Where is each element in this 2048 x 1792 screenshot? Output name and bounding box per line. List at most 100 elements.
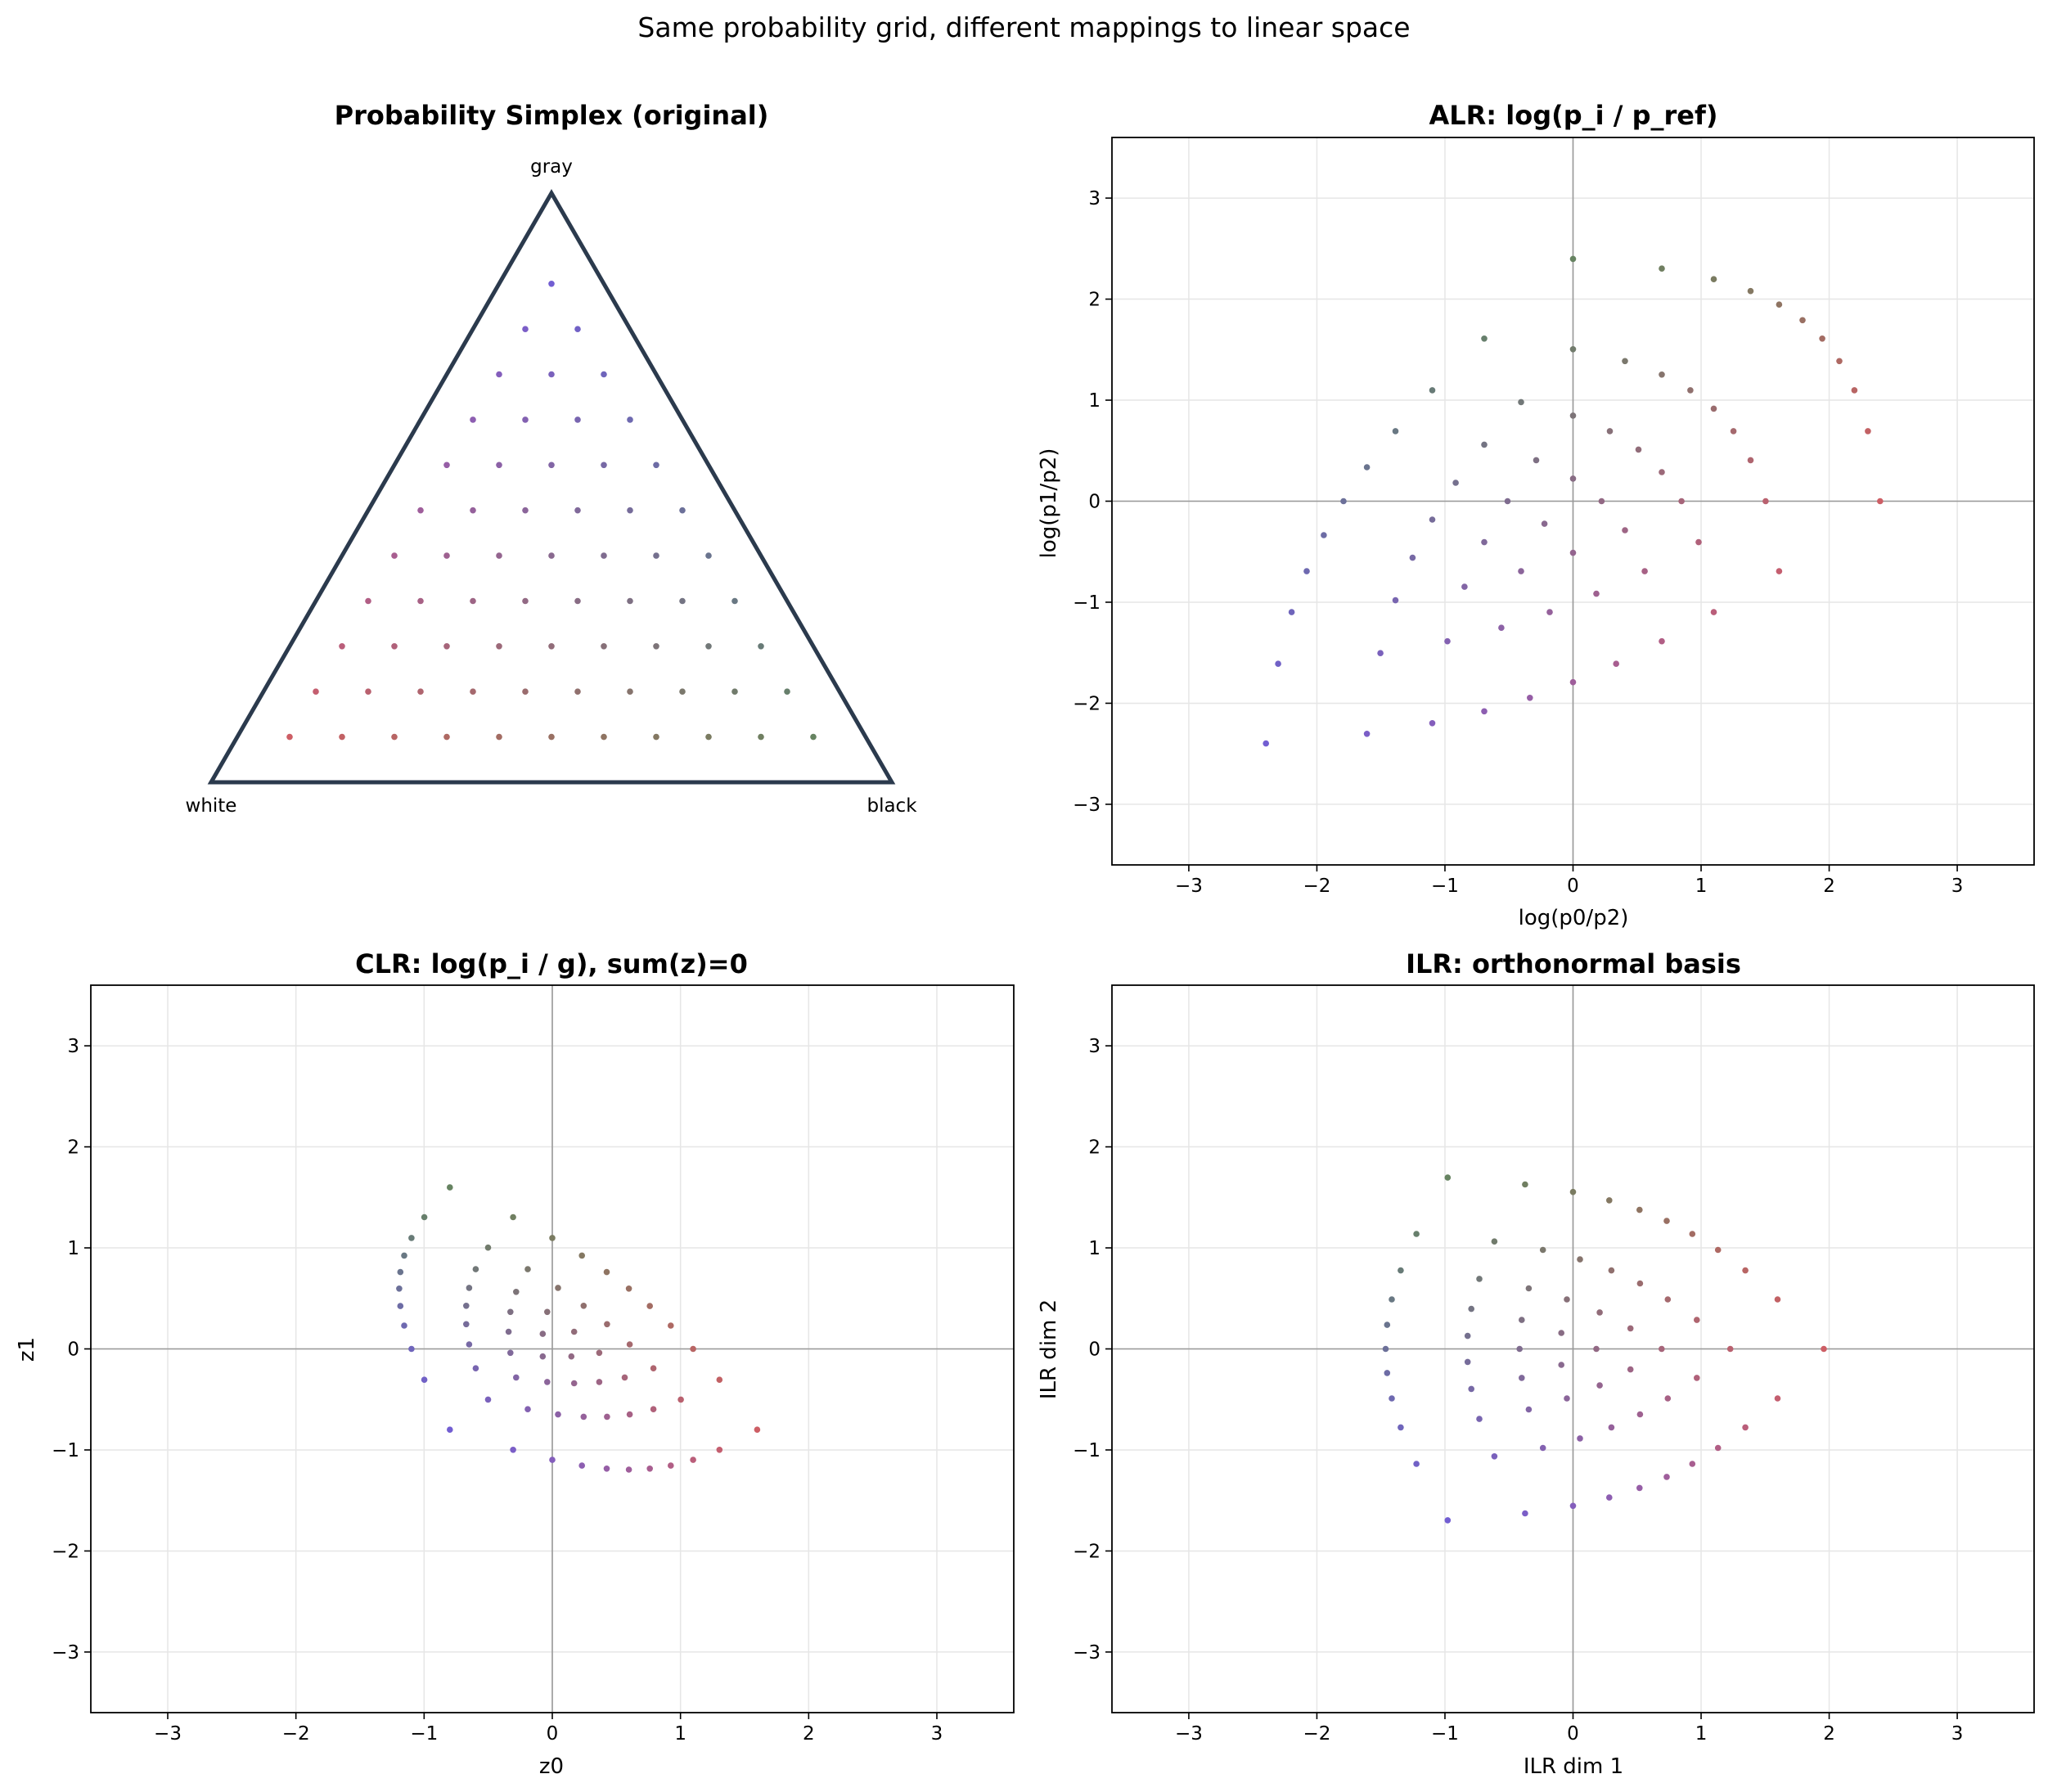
clr-axes: −3 −2 −1 0 1 2 3 −3 −2 −1 0 1 2 3 bbox=[52, 984, 1015, 1745]
simplex-point bbox=[443, 733, 450, 741]
alr-point bbox=[1541, 520, 1548, 527]
clr-point bbox=[578, 1462, 585, 1469]
simplex-point bbox=[653, 643, 659, 650]
clr-point bbox=[604, 1413, 610, 1421]
y-tick-label: 2 bbox=[67, 1137, 79, 1159]
alr-point bbox=[1452, 480, 1459, 486]
clr-points bbox=[396, 1184, 761, 1473]
clr-point bbox=[544, 1308, 551, 1316]
y-tick-label: −1 bbox=[1073, 1440, 1101, 1461]
x-tick-label: −1 bbox=[1431, 1723, 1459, 1745]
simplex-point bbox=[548, 462, 555, 469]
ilr-point bbox=[1627, 1325, 1634, 1332]
y-tick-label: −3 bbox=[52, 1642, 79, 1664]
y-tick-label: 1 bbox=[67, 1238, 79, 1259]
clr-point bbox=[626, 1411, 633, 1418]
x-tick-label: 3 bbox=[931, 1723, 943, 1745]
ilr-point bbox=[1413, 1231, 1420, 1237]
ilr-point bbox=[1689, 1231, 1696, 1237]
x-tick-label: 1 bbox=[1695, 1723, 1708, 1745]
clr-point bbox=[397, 1268, 404, 1276]
y-tick-label: 1 bbox=[1088, 390, 1101, 412]
clr-point bbox=[507, 1349, 514, 1357]
alr-point bbox=[1762, 498, 1769, 505]
alr-point bbox=[1710, 405, 1717, 412]
y-tick-label: 3 bbox=[67, 1036, 79, 1057]
simplex-point bbox=[601, 371, 607, 378]
ilr-point bbox=[1726, 1345, 1734, 1353]
alr-point bbox=[1481, 441, 1488, 448]
simplex-point bbox=[679, 688, 686, 695]
alr-point bbox=[1747, 457, 1754, 464]
simplex-title: Probability Simplex (original) bbox=[335, 100, 769, 131]
ilr-point bbox=[1774, 1296, 1781, 1303]
simplex-point bbox=[443, 643, 450, 650]
panel-ilr: ILR: orthonormal basis −3 −2 −1 0 1 2 3 −3 −2 −1 0… bbox=[1037, 948, 2035, 1779]
alr-point bbox=[1569, 346, 1577, 353]
simplex-triangle bbox=[207, 189, 896, 785]
simplex-point bbox=[339, 643, 345, 650]
ilr-point bbox=[1476, 1416, 1483, 1422]
clr-point bbox=[447, 1184, 453, 1191]
simplex-point bbox=[496, 462, 502, 469]
ilr-point bbox=[1398, 1424, 1404, 1431]
simplex-point bbox=[391, 552, 398, 559]
x-tick-label: −1 bbox=[410, 1723, 438, 1745]
ilr-point bbox=[1558, 1362, 1564, 1368]
alr-point bbox=[1546, 609, 1553, 615]
simplex-point bbox=[417, 507, 424, 514]
simplex-point bbox=[522, 597, 529, 605]
alr-point bbox=[1695, 538, 1702, 546]
clr-point bbox=[677, 1396, 684, 1403]
alr-point bbox=[1659, 371, 1665, 378]
clr-point bbox=[513, 1374, 520, 1381]
x-tick-label: −2 bbox=[282, 1723, 310, 1745]
clr-point bbox=[568, 1353, 575, 1360]
alr-point bbox=[1776, 301, 1783, 308]
simplex-point bbox=[522, 416, 529, 423]
y-tick-label: −1 bbox=[1073, 592, 1101, 614]
simplex-point bbox=[574, 326, 581, 333]
clr-point bbox=[646, 1303, 653, 1309]
simplex-point bbox=[391, 643, 398, 650]
ilr-ylabel: ILR dim 2 bbox=[1037, 1299, 1061, 1399]
panel-alr: ALR: log(p_i / p_ref) −3 −2 −1 0 1 2 3 −3 −2 −1 0 1… bbox=[1037, 100, 2035, 930]
alr-point bbox=[1340, 498, 1347, 505]
clr-point bbox=[621, 1374, 628, 1381]
alr-point bbox=[1569, 549, 1577, 556]
alr-point bbox=[1776, 568, 1783, 574]
simplex-point bbox=[574, 597, 581, 605]
alr-axes: −3 −2 −1 0 1 2 3 −3 −2 −1 0 1 2 3 bbox=[1073, 137, 2035, 897]
ilr-point bbox=[1384, 1370, 1391, 1376]
ilr-xlabel: ILR dim 1 bbox=[1524, 1754, 1623, 1779]
y-tick-label: 0 bbox=[67, 1339, 79, 1361]
simplex-point bbox=[627, 597, 633, 605]
simplex-point bbox=[705, 733, 712, 741]
ilr-point bbox=[1627, 1366, 1634, 1373]
alr-point bbox=[1678, 498, 1685, 505]
clr-point bbox=[580, 1413, 587, 1421]
simplex-point bbox=[548, 643, 555, 650]
alr-point bbox=[1710, 276, 1717, 283]
alr-point bbox=[1687, 387, 1694, 394]
alr-point bbox=[1730, 428, 1737, 434]
alr-point bbox=[1569, 412, 1577, 419]
x-tick-label: 1 bbox=[674, 1723, 686, 1745]
clr-point bbox=[646, 1466, 653, 1472]
ilr-point bbox=[1539, 1444, 1546, 1452]
ilr-point bbox=[1516, 1345, 1523, 1353]
clr-point bbox=[466, 1341, 473, 1348]
simplex-point bbox=[470, 597, 476, 605]
simplex-point bbox=[627, 416, 633, 423]
ilr-point bbox=[1389, 1395, 1395, 1402]
y-tick-label: 3 bbox=[1088, 1036, 1101, 1057]
ilr-point bbox=[1577, 1435, 1583, 1442]
alr-point bbox=[1613, 660, 1619, 667]
alr-point bbox=[1799, 317, 1806, 324]
alr-point bbox=[1659, 265, 1665, 272]
ilr-title: ILR: orthonormal basis bbox=[1406, 948, 1741, 979]
ilr-point bbox=[1606, 1197, 1613, 1204]
clr-point bbox=[604, 1321, 610, 1328]
y-tick-label: 1 bbox=[1088, 1238, 1101, 1259]
ilr-point bbox=[1519, 1317, 1525, 1323]
